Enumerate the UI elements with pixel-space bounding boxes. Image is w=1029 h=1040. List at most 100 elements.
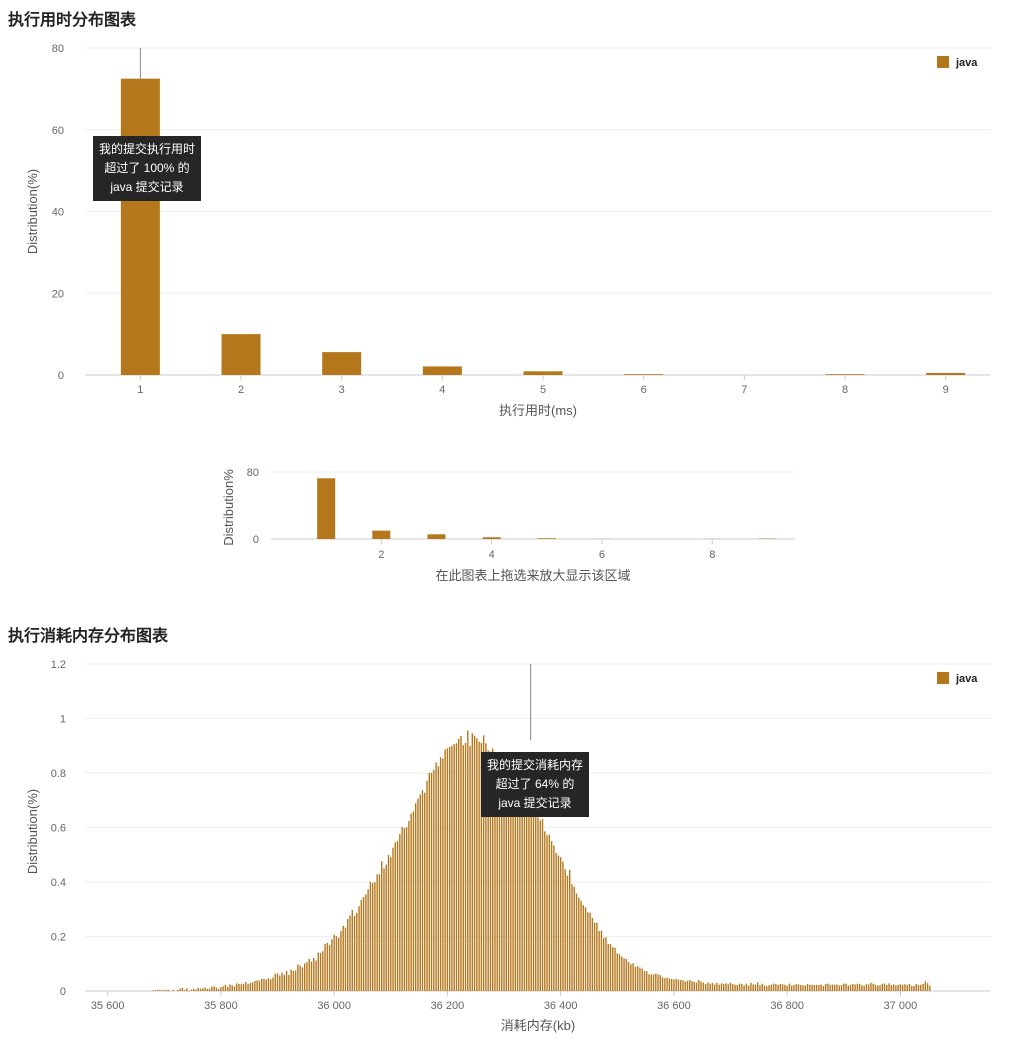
- memory-bar: [469, 746, 470, 991]
- y-tick-label: 80: [247, 467, 259, 479]
- memory-bar: [336, 936, 337, 991]
- memory-bar: [306, 962, 307, 991]
- memory-bar: [569, 870, 570, 991]
- memory-bar: [444, 750, 445, 991]
- memory-bar: [460, 736, 461, 991]
- memory-bar: [392, 848, 393, 991]
- memory-bar: [811, 985, 812, 991]
- memory-bar: [236, 983, 237, 991]
- memory-bar: [854, 984, 855, 991]
- memory-bar: [739, 984, 740, 991]
- memory-bar: [737, 985, 738, 991]
- tooltip-line: 我的提交消耗内存: [487, 756, 583, 775]
- memory-bar: [630, 964, 631, 991]
- legend-label: java: [955, 673, 978, 685]
- memory-bar: [673, 980, 674, 991]
- x-tick-label: 8: [709, 549, 715, 561]
- memory-bar: [875, 985, 876, 991]
- memory-bar: [447, 748, 448, 991]
- memory-bar: [272, 978, 273, 991]
- memory-bar: [721, 983, 722, 991]
- x-tick-label: 6: [599, 549, 605, 561]
- memory-bar: [374, 882, 375, 991]
- memory-bar: [188, 990, 189, 991]
- memory-bar: [261, 979, 262, 991]
- memory-bar: [592, 918, 593, 991]
- memory-bar: [680, 980, 681, 991]
- legend-swatch: [937, 56, 949, 68]
- memory-bar: [571, 884, 572, 991]
- memory-bar: [254, 981, 255, 991]
- memory-bar: [420, 795, 421, 991]
- memory-bar: [614, 948, 615, 991]
- memory-bar: [286, 971, 287, 991]
- memory-bar: [796, 984, 797, 991]
- memory-bar: [524, 794, 525, 991]
- legend-swatch: [937, 672, 949, 684]
- memory-bar: [750, 983, 751, 991]
- memory-bar: [771, 985, 772, 991]
- memory-bar: [748, 986, 749, 991]
- memory-bar: [440, 757, 441, 991]
- memory-bar: [639, 968, 640, 991]
- memory-bar: [458, 739, 459, 991]
- memory-bar: [241, 984, 242, 991]
- memory-bar: [327, 943, 328, 991]
- memory-bar: [800, 985, 801, 991]
- memory-bar: [904, 984, 905, 991]
- memory-bar: [671, 979, 672, 991]
- legend-label: java: [955, 57, 978, 69]
- memory-bar: [877, 986, 878, 991]
- y-tick-label: 40: [52, 207, 64, 219]
- memory-bar: [870, 983, 871, 991]
- memory-bar: [694, 982, 695, 991]
- memory-bar: [777, 985, 778, 991]
- memory-bar: [868, 984, 869, 991]
- y-axis-label: Distribution(%): [25, 169, 40, 254]
- x-tick-label: 2: [378, 549, 384, 561]
- memory-bar: [621, 957, 622, 991]
- memory-bar: [164, 990, 165, 991]
- memory-bar: [256, 980, 257, 991]
- memory-bar: [161, 990, 162, 991]
- memory-bar: [424, 793, 425, 991]
- memory-bar: [275, 974, 276, 991]
- memory-bar: [417, 799, 418, 991]
- memory-bar: [318, 953, 319, 991]
- memory-bar: [798, 984, 799, 991]
- memory-bar: [551, 841, 552, 991]
- memory-bar: [281, 972, 282, 991]
- bar-4: [423, 366, 462, 375]
- memory-bar: [576, 893, 577, 991]
- memory-bar: [888, 983, 889, 991]
- memory-bar: [250, 983, 251, 991]
- memory-bar: [929, 986, 930, 991]
- memory-bar: [678, 980, 679, 991]
- memory-bar: [365, 895, 366, 991]
- memory-bar: [343, 926, 344, 991]
- memory-bar: [691, 981, 692, 991]
- memory-bar: [195, 990, 196, 991]
- memory-bar: [191, 990, 192, 991]
- memory-bar: [757, 982, 758, 991]
- memory-bar: [913, 986, 914, 991]
- memory-bar: [564, 869, 565, 991]
- memory-bar: [422, 790, 423, 991]
- memory-bar: [535, 815, 536, 991]
- memory-bar: [632, 963, 633, 991]
- memory-bar: [583, 905, 584, 991]
- memory-bar: [825, 984, 826, 991]
- memory-bar: [304, 963, 305, 991]
- y-tick-label: 80: [52, 43, 64, 55]
- memory-bar: [401, 827, 402, 991]
- memory-bar: [839, 986, 840, 991]
- memory-bar: [743, 986, 744, 991]
- memory-bar: [873, 984, 874, 991]
- runtime-tooltip: 我的提交执行用时 超过了 100% 的 java 提交记录: [93, 136, 201, 201]
- y-tick-label: 0.6: [51, 823, 66, 835]
- memory-bar: [775, 984, 776, 991]
- memory-bar: [823, 986, 824, 991]
